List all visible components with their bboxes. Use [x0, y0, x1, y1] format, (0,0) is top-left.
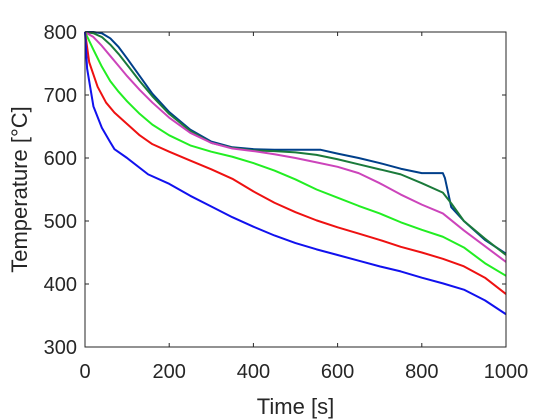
y-tick-label-300: 300: [44, 337, 77, 359]
series-line-6: [84, 31, 507, 316]
x-tick-label-800: 800: [405, 361, 438, 383]
series-line-5: [84, 31, 507, 295]
y-axis-label: Temperature [°C]: [7, 106, 32, 273]
x-tick-label-600: 600: [321, 361, 354, 383]
plot-background: [85, 32, 506, 347]
y-tick-label-600: 600: [44, 148, 77, 170]
series-line-2: [84, 31, 507, 256]
y-tick-label-800: 800: [44, 22, 77, 44]
x-tick-label-1000: 1000: [484, 361, 529, 383]
y-tick-label-400: 400: [44, 274, 77, 296]
series-line-1: [85, 31, 507, 255]
tick-layer: 0 200 400 600 800 1000 300 400 500 600 700 800: [44, 22, 529, 383]
x-axis-label: Time [s]: [257, 394, 334, 419]
x-tick-label-0: 0: [79, 361, 90, 383]
series-line-4: [84, 31, 507, 277]
y-tick-label-700: 700: [44, 85, 77, 107]
x-tick-label-400: 400: [237, 361, 270, 383]
plot-frame: [84, 31, 507, 348]
x-tick-label-200: 200: [153, 361, 186, 383]
y-tick-label-500: 500: [44, 211, 77, 233]
series-layer: [84, 31, 507, 316]
series-line-3: [84, 31, 507, 263]
